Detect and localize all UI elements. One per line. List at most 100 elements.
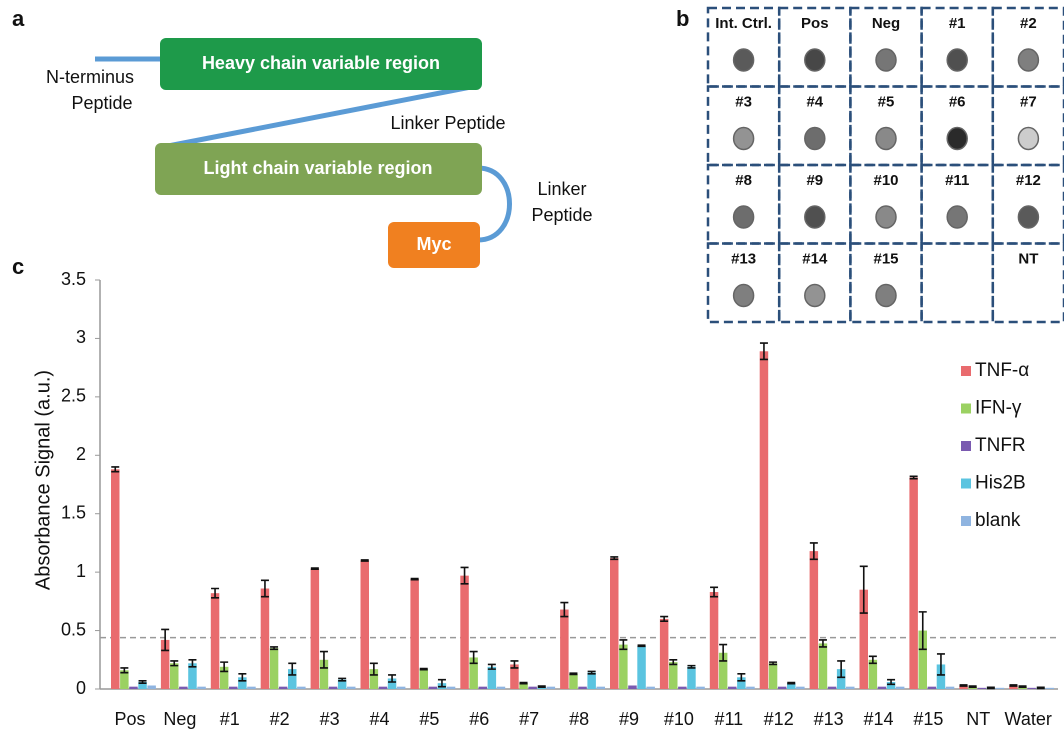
bar — [211, 593, 220, 689]
page: {"panel_a": {"label": "a", "heavy": "Hea… — [0, 0, 1064, 733]
bar — [996, 688, 1005, 689]
x-tick-label: #4 — [369, 709, 389, 729]
error-bar — [411, 579, 419, 580]
error-bar — [960, 685, 968, 686]
legend-label: TNFR — [975, 435, 1026, 456]
bar — [329, 687, 338, 689]
annotation: N-terminus — [46, 67, 134, 87]
error-bar — [987, 687, 995, 688]
bar — [769, 663, 778, 689]
blot-dot — [947, 206, 967, 228]
error-bar — [787, 683, 795, 684]
bar — [846, 687, 855, 689]
blot-dot — [876, 206, 896, 228]
x-tick-label: #5 — [419, 709, 439, 729]
error-bar — [1009, 685, 1017, 686]
bar — [497, 687, 506, 689]
x-tick-label: #3 — [320, 709, 340, 729]
x-tick-label: #7 — [519, 709, 539, 729]
error-bar — [361, 560, 369, 561]
y-tick-label: 0.5 — [61, 619, 86, 639]
error-bar — [538, 686, 546, 687]
y-tick-label: 1.5 — [61, 502, 86, 522]
legend-label: His2B — [975, 473, 1026, 494]
x-tick-label: #8 — [569, 709, 589, 729]
bar — [460, 576, 469, 689]
cell-label: NT — [1018, 250, 1038, 267]
bar — [869, 660, 878, 689]
y-tick-label: 3 — [76, 327, 86, 347]
bar — [728, 687, 737, 689]
bar — [878, 687, 887, 689]
x-tick-label: #15 — [913, 709, 943, 729]
x-tick-label: Water — [1005, 709, 1052, 729]
bar — [778, 687, 787, 689]
bar — [197, 687, 206, 689]
panel-label: b — [676, 6, 689, 31]
panel-label: a — [12, 6, 25, 31]
x-tick-label: Neg — [163, 709, 196, 729]
bar — [547, 687, 556, 689]
bar — [488, 667, 497, 689]
bar — [619, 645, 628, 689]
x-tick-label: NT — [966, 709, 990, 729]
cell-label: Pos — [801, 15, 829, 32]
x-tick-label: #9 — [619, 709, 639, 729]
cell-label: #1 — [949, 15, 966, 32]
x-tick-label: #11 — [714, 709, 743, 729]
x-tick-label: #6 — [469, 709, 489, 729]
chart: 00.511.522.533.5PosNeg#1#2#3#4#5#6#7#8#9… — [61, 269, 1058, 729]
bar — [410, 579, 419, 689]
cell-label: #10 — [873, 172, 898, 189]
cell-label: #6 — [949, 93, 966, 110]
bar — [819, 643, 828, 689]
bar — [479, 687, 488, 689]
cell-label: #3 — [735, 93, 752, 110]
cell-label: #15 — [873, 250, 898, 267]
cell-label: Neg — [872, 15, 900, 32]
blot-dot — [805, 206, 825, 228]
bar — [420, 669, 429, 689]
bar — [247, 687, 256, 689]
bar — [270, 648, 279, 689]
legend-swatch — [961, 404, 971, 414]
bar — [669, 662, 678, 689]
bar — [429, 687, 438, 689]
bar — [678, 687, 687, 689]
bar — [129, 687, 138, 689]
bar — [379, 687, 388, 689]
bar — [710, 592, 719, 689]
blot-cell — [922, 244, 993, 323]
cell-label: #12 — [1016, 172, 1041, 189]
blot-dot — [734, 128, 754, 150]
bar — [928, 687, 937, 689]
legend-label: IFN-γ — [975, 398, 1022, 419]
error-bar — [520, 683, 528, 684]
bar — [578, 687, 587, 689]
annotation: Linker — [537, 179, 586, 199]
bar — [569, 674, 578, 689]
blot-dot — [876, 128, 896, 150]
bar — [760, 351, 769, 689]
x-tick-label: Pos — [114, 709, 145, 729]
blot-dot — [947, 49, 967, 71]
cell-label: #4 — [806, 93, 823, 110]
bar — [828, 687, 837, 689]
cell-label: #13 — [731, 250, 756, 267]
bar — [1027, 688, 1036, 689]
bar — [909, 477, 918, 689]
cell-label: #14 — [802, 250, 828, 267]
panel-label: c — [12, 254, 24, 279]
bar — [646, 687, 655, 689]
error-bar — [569, 673, 577, 674]
bar — [628, 685, 637, 689]
y-tick-label: 0 — [76, 678, 86, 698]
blot-dot — [805, 49, 825, 71]
cell-label: #11 — [945, 172, 969, 189]
cell-label: #7 — [1020, 93, 1037, 110]
blot-dot — [734, 206, 754, 228]
blot-dot — [1018, 128, 1038, 150]
cell-label: #2 — [1020, 15, 1037, 32]
y-tick-label: 2 — [76, 444, 86, 464]
